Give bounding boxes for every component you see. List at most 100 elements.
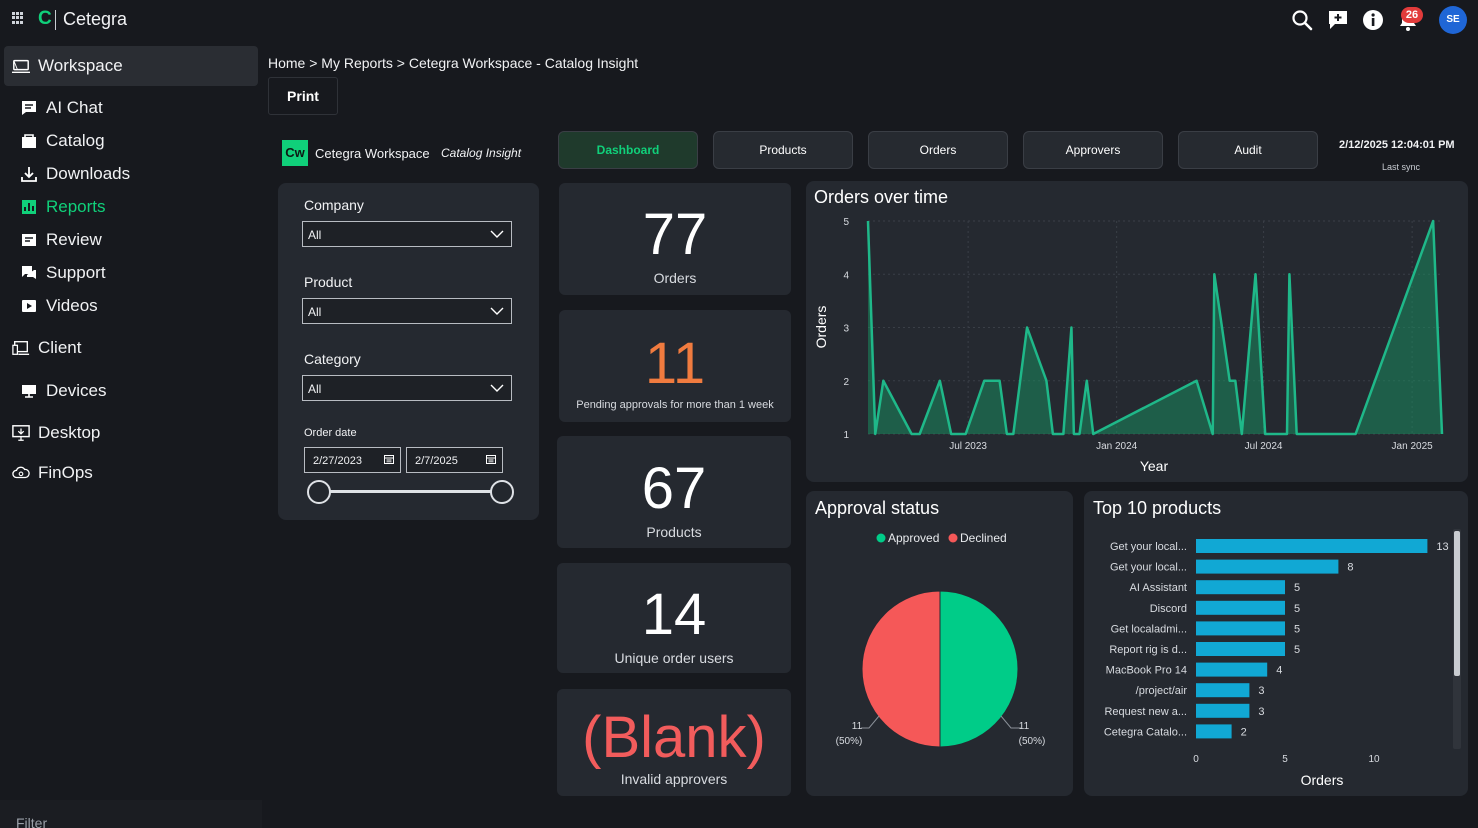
- calendar-icon: [486, 455, 496, 464]
- bar-category-label: MacBook Pro 14: [1106, 665, 1187, 677]
- date-range-track[interactable]: [320, 490, 502, 493]
- y-tick-label: 1: [843, 430, 849, 441]
- sidebar-item-downloads[interactable]: Downloads: [20, 164, 130, 184]
- tab-orders[interactable]: Orders: [868, 131, 1008, 169]
- bar-5: [1196, 621, 1285, 636]
- sidebar-item-label: Support: [46, 263, 106, 282]
- bar-value-label: 5: [1294, 582, 1300, 594]
- bar-category-label: Report rig is d...: [1109, 644, 1187, 656]
- review-icon: [20, 231, 38, 249]
- devices-icon: [20, 382, 38, 400]
- x-tick-label: 10: [1368, 754, 1380, 765]
- bar-category-label: Get localadmi...: [1111, 623, 1187, 635]
- x-tick-label: Jul 2024: [1245, 441, 1283, 452]
- sidebar-item-videos[interactable]: Videos: [20, 296, 98, 316]
- order-date-label: Order date: [304, 427, 357, 439]
- bar-category-label: AI Assistant: [1130, 582, 1187, 594]
- sidebar-item-review[interactable]: Review: [20, 230, 102, 250]
- date-from-input[interactable]: 2/27/2023: [304, 447, 401, 473]
- chevron-down-icon: [490, 384, 504, 392]
- bar-2: [1196, 559, 1339, 574]
- x-tick-label: Jul 2023: [949, 441, 987, 452]
- client-icon: [12, 339, 30, 357]
- top-products-title: Top 10 products: [1093, 498, 1222, 518]
- product-select[interactable]: All: [302, 298, 512, 324]
- finops-icon: [12, 464, 30, 482]
- sidebar-item-finops[interactable]: FinOps: [12, 463, 93, 483]
- kpi-products-label: Products: [646, 524, 702, 540]
- legend-label-approved: Approved: [888, 531, 939, 545]
- sidebar-item-ai-chat[interactable]: AI Chat: [20, 98, 103, 118]
- desktop-icon: [12, 424, 30, 442]
- app-launcher-icon[interactable]: [12, 12, 24, 24]
- chevron-down-icon: [490, 230, 504, 238]
- filter-bar[interactable]: [0, 800, 262, 828]
- sidebar-item-catalog[interactable]: Catalog: [20, 131, 105, 151]
- pie-value-label: 11: [1019, 721, 1030, 732]
- pie-value-label: 11: [852, 721, 863, 732]
- bar-category-label: Discord: [1150, 603, 1187, 615]
- kpi-users-label: Unique order users: [614, 650, 734, 666]
- kpi-pending-label: Pending approvals for more than 1 week: [576, 399, 774, 411]
- feedback-icon[interactable]: [1326, 8, 1350, 32]
- pie-percent-label: (50%): [1019, 736, 1046, 747]
- user-avatar[interactable]: SE: [1439, 6, 1467, 34]
- pie-slice-declined: [861, 590, 941, 748]
- legend-marker-declined: [948, 533, 958, 543]
- search-icon[interactable]: [1290, 8, 1314, 32]
- tab-products[interactable]: Products: [713, 131, 853, 169]
- calendar-icon: [384, 455, 394, 464]
- info-icon[interactable]: [1361, 8, 1385, 32]
- report-logo: Cw: [282, 140, 308, 166]
- tab-audit[interactable]: Audit: [1178, 131, 1318, 169]
- bar-value-label: 2: [1241, 726, 1247, 738]
- bar-value-label: 8: [1347, 562, 1353, 574]
- sidebar-item-devices[interactable]: Devices: [20, 381, 106, 401]
- legend-label-declined: Declined: [960, 531, 1007, 545]
- pie-leader-line: [1000, 715, 1021, 729]
- breadcrumb[interactable]: Home > My Reports > Cetegra Workspace - …: [268, 55, 639, 71]
- category-select[interactable]: All: [302, 375, 512, 401]
- orders-line: [866, 219, 1444, 436]
- report-workspace-name: Cetegra Workspace: [315, 146, 430, 161]
- tab-approvers[interactable]: Approvers: [1023, 131, 1163, 169]
- sidebar-item-label: Client: [38, 338, 82, 357]
- sidebar-item-desktop[interactable]: Desktop: [12, 423, 100, 443]
- bar-value-label: 4: [1276, 665, 1282, 677]
- kpi-users-card: 14 Unique order users: [557, 563, 791, 673]
- bar-value-label: 5: [1294, 623, 1300, 635]
- orders-area: [868, 221, 1442, 434]
- sidebar-item-label: AI Chat: [46, 98, 103, 117]
- x-tick-label: 5: [1282, 754, 1288, 765]
- pie-leader-line: [861, 715, 880, 729]
- tab-dashboard[interactable]: Dashboard: [558, 131, 698, 169]
- y-tick-label: 2: [843, 377, 849, 388]
- date-range-start-handle[interactable]: [307, 480, 331, 504]
- date-to-input[interactable]: 2/7/2025: [406, 447, 503, 473]
- approval-status-chart: Approved Declined 11 (50%) 11 (50%): [836, 531, 1046, 748]
- app-name: Cetegra: [63, 9, 128, 29]
- x-tick-label: Jan 2024: [1096, 441, 1138, 452]
- y-tick-label: 3: [843, 324, 849, 335]
- sidebar-item-label: Catalog: [46, 131, 105, 150]
- company-select[interactable]: All: [302, 221, 512, 247]
- kpi-invalid-approvers-card: (Blank) Invalid approvers: [557, 689, 791, 796]
- product-label: Product: [304, 274, 353, 290]
- kpi-orders-label: Orders: [653, 270, 697, 286]
- sidebar-item-reports[interactable]: Reports: [20, 197, 106, 217]
- y-tick-label: 5: [843, 217, 849, 228]
- kpi-invalid-label: Invalid approvers: [620, 771, 728, 787]
- approval-status-title: Approval status: [815, 498, 940, 518]
- bar-4: [1196, 600, 1285, 615]
- notification-badge: 26: [1401, 7, 1423, 23]
- sidebar-item-client[interactable]: Client: [12, 338, 81, 358]
- sidebar-workspace[interactable]: [4, 46, 258, 86]
- sidebar-item-workspace[interactable]: Workspace: [12, 56, 123, 76]
- last-sync-time: 2/12/2025 12:04:01 PM: [1339, 139, 1455, 151]
- support-icon: [20, 264, 38, 282]
- print-button[interactable]: Print: [268, 77, 338, 115]
- y-tick-label: 4: [843, 270, 849, 281]
- sidebar-item-support[interactable]: Support: [20, 263, 106, 283]
- logo-icon: C: [38, 8, 52, 29]
- date-range-end-handle[interactable]: [490, 480, 514, 504]
